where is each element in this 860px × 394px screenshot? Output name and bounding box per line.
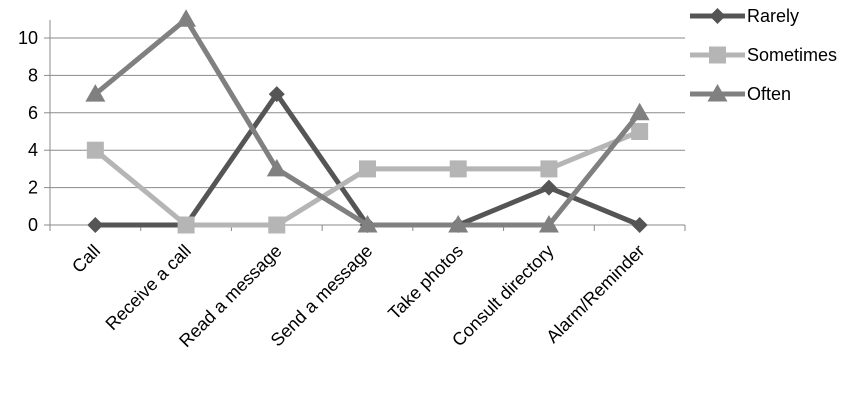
y-tick-label: 0 bbox=[28, 215, 38, 235]
series-lines bbox=[85, 9, 650, 234]
data-point-often bbox=[448, 215, 469, 233]
legend-item-rarely: Rarely bbox=[690, 6, 799, 26]
data-point-often bbox=[538, 215, 559, 233]
data-point-sometimes bbox=[268, 216, 286, 234]
x-tick-label: Call bbox=[68, 241, 104, 277]
data-point-often bbox=[176, 9, 197, 27]
series-line-rarely bbox=[95, 89, 641, 228]
data-point-sometimes bbox=[631, 123, 649, 140]
data-point-often bbox=[266, 158, 287, 177]
x-tick-label: Alarm/Reminder bbox=[542, 241, 648, 347]
legend-marker bbox=[709, 46, 726, 64]
x-tick-label: Receive a call bbox=[102, 241, 195, 334]
data-point-sometimes bbox=[540, 160, 558, 178]
legend-marker bbox=[707, 84, 728, 102]
legend-label: Sometimes bbox=[747, 45, 837, 65]
legend: Rarely Sometimes Often bbox=[690, 6, 837, 104]
data-point-rarely bbox=[87, 217, 104, 233]
y-tick-label: 2 bbox=[28, 178, 38, 198]
legend-label: Rarely bbox=[747, 6, 799, 26]
y-tick-label: 10 bbox=[18, 28, 38, 48]
legend-label: Often bbox=[747, 84, 791, 104]
y-tick-label: 8 bbox=[28, 65, 38, 85]
data-point-sometimes bbox=[177, 216, 195, 234]
series-sometimes bbox=[86, 123, 649, 234]
data-point-often bbox=[357, 215, 378, 233]
legend-item-sometimes: Sometimes bbox=[690, 45, 837, 65]
series-line-often bbox=[93, 15, 642, 228]
y-tick-labels: 0 2 4 6 8 10 bbox=[18, 28, 50, 235]
data-point-sometimes bbox=[86, 141, 104, 159]
series-often bbox=[85, 9, 650, 233]
data-point-often bbox=[85, 84, 106, 102]
y-tick-label: 4 bbox=[28, 140, 38, 160]
legend-marker bbox=[709, 8, 726, 24]
data-point-rarely bbox=[631, 217, 648, 233]
y-tick-label: 6 bbox=[28, 103, 38, 123]
data-point-sometimes bbox=[449, 160, 467, 178]
data-point-sometimes bbox=[359, 160, 376, 178]
data-point-rarely bbox=[268, 86, 285, 103]
legend-item-often: Often bbox=[690, 84, 791, 104]
x-tick-label: Take photos bbox=[384, 241, 467, 324]
data-point-rarely bbox=[540, 179, 557, 196]
data-point-often bbox=[629, 102, 650, 121]
